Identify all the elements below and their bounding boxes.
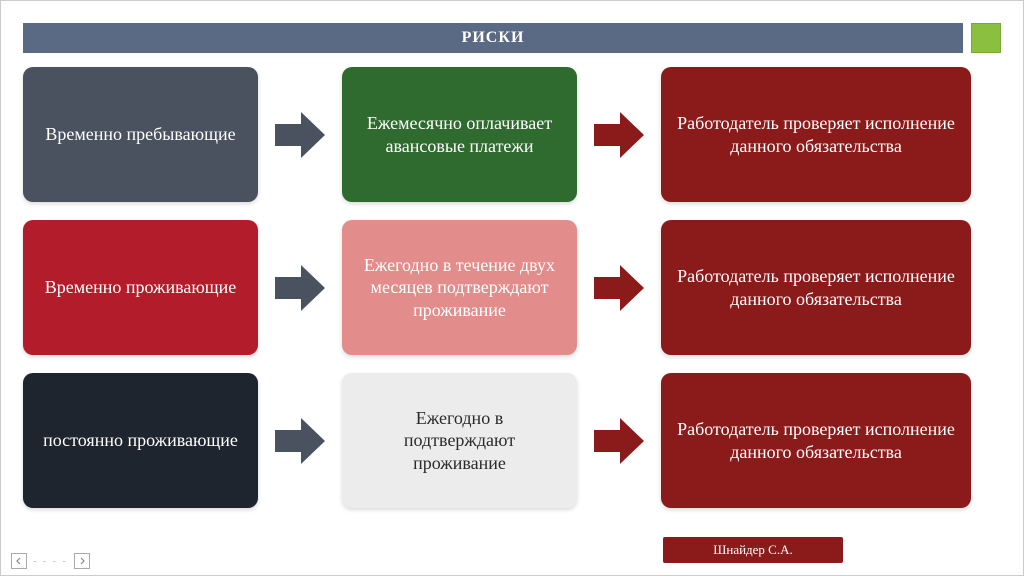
slide: РИСКИ Временно пребывающие Ежемесячно оп… xyxy=(0,0,1024,576)
accent-box xyxy=(971,23,1001,53)
next-button[interactable] xyxy=(74,553,90,569)
row2-col2: Ежегодно в течение двух месяцев подтверж… xyxy=(342,220,577,355)
row1-arrow2 xyxy=(589,67,649,202)
row3-col3: Работодатель проверяет исполнение данног… xyxy=(661,373,971,508)
slide-nav: - - - - xyxy=(11,553,90,569)
row1-arrow1 xyxy=(270,67,330,202)
row1-col2: Ежемесячно оплачивает авансовые платежи xyxy=(342,67,577,202)
chevron-left-icon xyxy=(15,557,23,565)
nav-dots: - - - - xyxy=(33,556,68,567)
row2-col3: Работодатель проверяет исполнение данног… xyxy=(661,220,971,355)
arrow-right-icon xyxy=(275,263,325,313)
row2-col1: Временно проживающие xyxy=(23,220,258,355)
chevron-right-icon xyxy=(78,557,86,565)
row1-col1: Временно пребывающие xyxy=(23,67,258,202)
slide-header: РИСКИ xyxy=(23,23,1001,53)
prev-button[interactable] xyxy=(11,553,27,569)
footer-author: Шнайдер С.А. xyxy=(663,537,843,563)
row3-arrow2 xyxy=(589,373,649,508)
row3-arrow1 xyxy=(270,373,330,508)
arrow-right-icon xyxy=(275,416,325,466)
flow-grid: Временно пребывающие Ежемесячно оплачива… xyxy=(23,67,1001,508)
row3-col1: постоянно проживающие xyxy=(23,373,258,508)
arrow-right-icon xyxy=(594,110,644,160)
arrow-right-icon xyxy=(594,263,644,313)
row3-col2: Ежегодно в подтверждают проживание xyxy=(342,373,577,508)
row2-arrow2 xyxy=(589,220,649,355)
row1-col3: Работодатель проверяет исполнение данног… xyxy=(661,67,971,202)
slide-title: РИСКИ xyxy=(23,23,963,53)
row2-arrow1 xyxy=(270,220,330,355)
arrow-right-icon xyxy=(275,110,325,160)
arrow-right-icon xyxy=(594,416,644,466)
